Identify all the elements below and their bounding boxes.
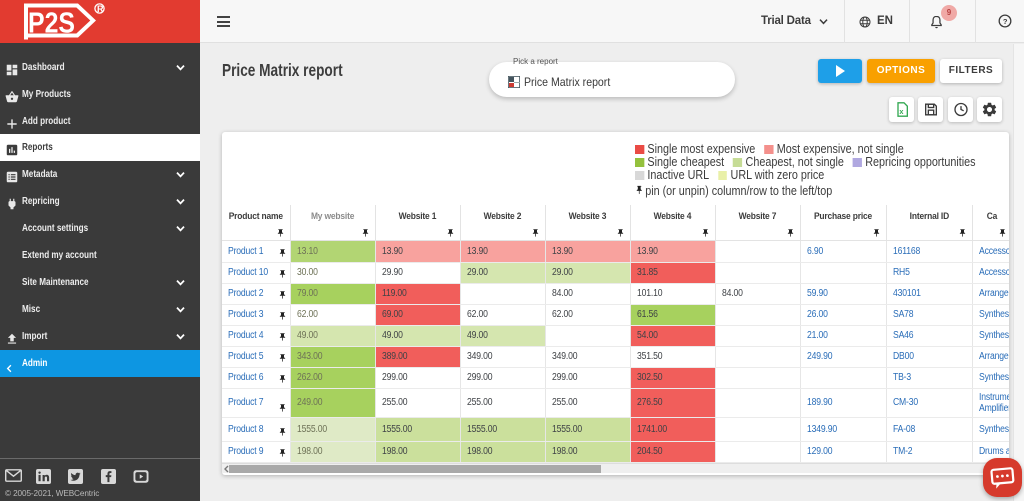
svg-text:P2S: P2S <box>28 8 75 40</box>
svg-text:x: x <box>899 107 904 116</box>
svg-text:?: ? <box>1003 17 1008 26</box>
svg-text:R: R <box>97 4 104 14</box>
